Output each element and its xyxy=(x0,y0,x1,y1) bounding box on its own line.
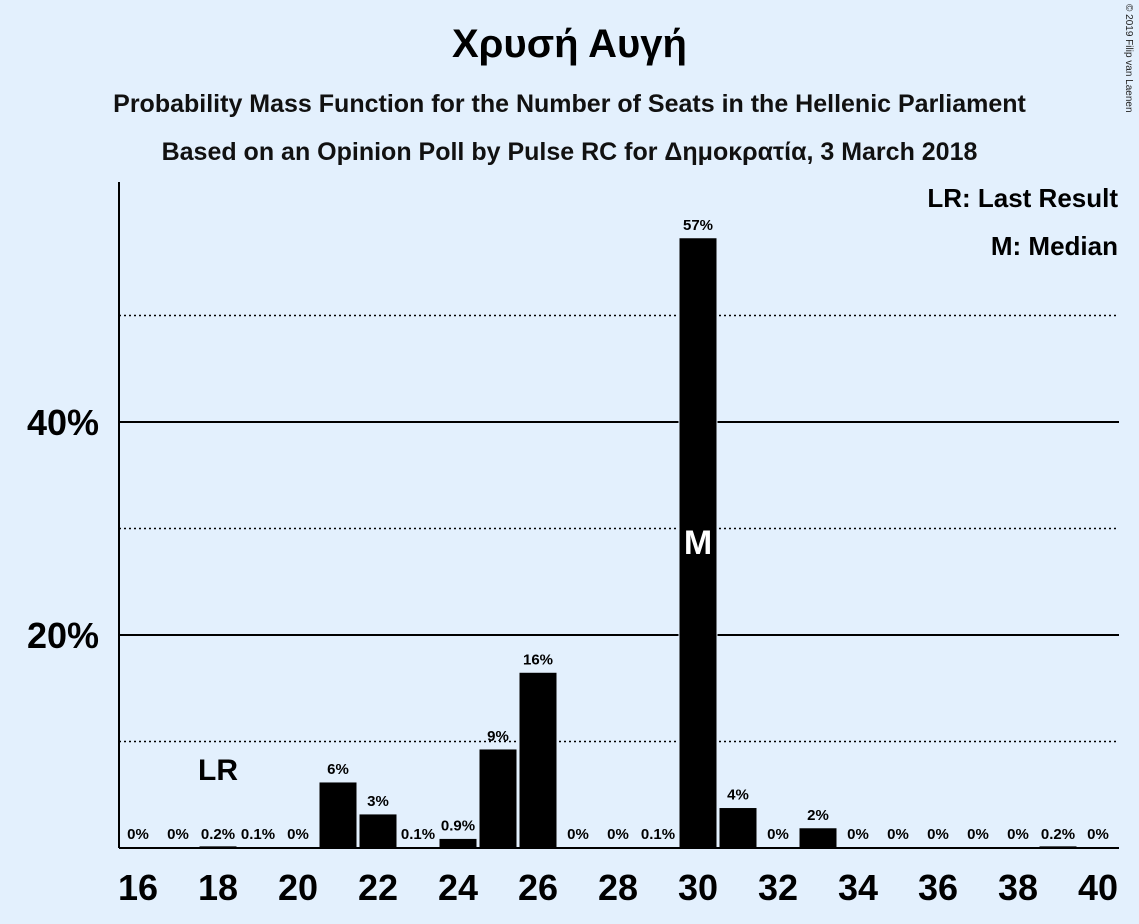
x-tick-label: 30 xyxy=(678,867,718,908)
bar-seats-33 xyxy=(798,827,838,849)
chart-title: Χρυσή Αυγή xyxy=(452,22,687,66)
bar-value-label: 0% xyxy=(567,826,589,843)
bar-value-label: 0% xyxy=(1007,826,1029,843)
legend-median: M: Median xyxy=(990,231,1118,261)
bar-seats-31 xyxy=(718,807,758,849)
bar-value-label: 4% xyxy=(727,787,749,804)
bar-value-label: 0.1% xyxy=(641,826,675,843)
bar-value-label: 0% xyxy=(887,826,909,843)
bar-value-label: 0% xyxy=(967,826,989,843)
chart-subtitle-1: Probability Mass Function for the Number… xyxy=(113,90,1026,118)
legend-last-result: LR: Last Result xyxy=(927,183,1118,213)
bar-seats-25 xyxy=(478,748,518,849)
bar-value-label: 57% xyxy=(683,217,713,234)
x-tick-label: 38 xyxy=(998,867,1038,908)
bar-seats-24 xyxy=(438,837,478,849)
x-tick-label: 24 xyxy=(438,867,478,908)
x-tick-label: 20 xyxy=(278,867,318,908)
bar-value-label: 0% xyxy=(287,826,309,843)
chart-subtitle-2: Based on an Opinion Poll by Pulse RC for… xyxy=(161,138,978,166)
bar-value-label: 0% xyxy=(607,826,629,843)
bar-value-label: 0.2% xyxy=(1041,826,1075,843)
bar-value-label: 9% xyxy=(487,728,509,745)
bar-seats-26 xyxy=(518,671,558,849)
bar-value-label: 6% xyxy=(327,761,349,778)
bar-value-label: 0.9% xyxy=(441,817,475,834)
x-tick-label: 18 xyxy=(198,867,238,908)
bar-value-label: 0% xyxy=(767,826,789,843)
bar-seats-30 xyxy=(678,237,718,849)
x-tick-label: 28 xyxy=(598,867,638,908)
x-tick-label: 34 xyxy=(838,867,878,908)
bar-value-label: 0.1% xyxy=(401,826,435,843)
bar-seats-21 xyxy=(318,781,358,849)
x-tick-label: 36 xyxy=(918,867,958,908)
x-tick-label: 16 xyxy=(118,867,158,908)
y-tick-label: 40% xyxy=(27,402,99,443)
bar-value-label: 0% xyxy=(927,826,949,843)
bar-value-label: 0% xyxy=(847,826,869,843)
bar-value-label: 16% xyxy=(523,651,553,668)
bar-value-label: 0% xyxy=(1087,826,1109,843)
bar-value-label: 3% xyxy=(367,793,389,810)
bar-value-label: 0% xyxy=(127,826,149,843)
bar-value-label: 0% xyxy=(167,826,189,843)
x-tick-label: 32 xyxy=(758,867,798,908)
y-tick-label: 20% xyxy=(27,615,99,656)
median-marker: M xyxy=(684,524,712,562)
last-result-marker: LR xyxy=(198,754,238,787)
bar-value-label: 0.1% xyxy=(241,826,275,843)
x-tick-label: 22 xyxy=(358,867,398,908)
bar-seats-22 xyxy=(358,813,398,849)
x-tick-label: 40 xyxy=(1078,867,1118,908)
bar-value-label: 2% xyxy=(807,807,829,824)
x-tick-label: 26 xyxy=(518,867,558,908)
bar-value-label: 0.2% xyxy=(201,826,235,843)
